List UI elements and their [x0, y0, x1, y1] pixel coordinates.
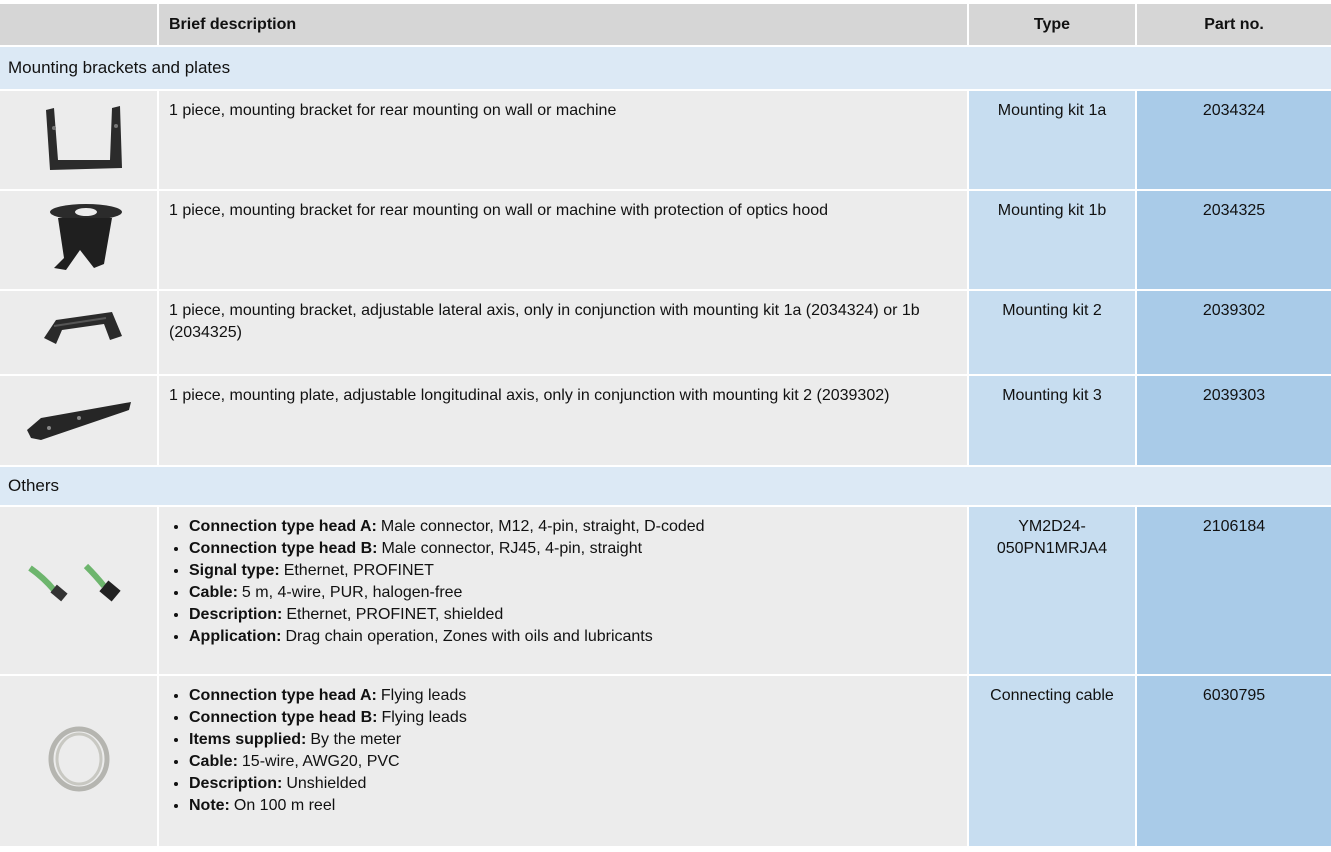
bullet-item: Cable:15-wire, AWG20, PVC — [189, 751, 957, 773]
bullet-label: Connection type head B: — [189, 540, 378, 557]
bullet-text: 5 m, 4-wire, PUR, halogen-free — [241, 584, 463, 601]
bullet-item: Connection type head B:Flying leads — [189, 707, 957, 729]
bullet-item: Description:Unshielded — [189, 773, 957, 795]
product-image — [0, 91, 157, 189]
header-type: Type — [969, 4, 1135, 45]
bullet-item: Connection type head A:Male connector, M… — [189, 516, 957, 538]
bullet-text: Flying leads — [381, 709, 467, 726]
product-row: 1 piece, mounting bracket, adjustable la… — [0, 291, 1331, 374]
description: Connection type head A:Male connector, M… — [159, 507, 967, 674]
product-row: 1 piece, mounting bracket for rear mount… — [0, 191, 1331, 289]
type: Mounting kit 1b — [969, 191, 1135, 289]
bullet-text: By the meter — [310, 731, 402, 748]
part-no: 2034324 — [1137, 91, 1331, 189]
part-no: 2039302 — [1137, 291, 1331, 374]
bullet-item: Connection type head A:Flying leads — [189, 685, 957, 707]
product-image — [0, 291, 157, 374]
bullet-label: Connection type head B: — [189, 709, 378, 726]
bullet-text: Male connector, RJ45, 4-pin, straight — [381, 540, 643, 557]
bullet-text: Drag chain operation, Zones with oils an… — [285, 628, 653, 645]
description: 1 piece, mounting plate, adjustable long… — [159, 376, 967, 465]
product-image — [0, 676, 157, 846]
section-title: Others — [0, 467, 1331, 505]
bullet-item: Connection type head B:Male connector, R… — [189, 538, 957, 560]
bullet-item: Description:Ethernet, PROFINET, shielded — [189, 604, 957, 626]
part-no: 6030795 — [1137, 676, 1331, 846]
part-no: 2106184 — [1137, 507, 1331, 674]
bullet-label: Signal type: — [189, 562, 280, 579]
bullet-list: Connection type head A:Male connector, M… — [169, 516, 957, 648]
bullet-text: Flying leads — [380, 687, 467, 704]
header-row: Brief description Type Part no. — [0, 4, 1331, 45]
bullet-label: Application: — [189, 628, 282, 645]
bullet-label: Description: — [189, 606, 283, 623]
bullet-text: Ethernet, PROFINET — [283, 562, 434, 579]
type: Mounting kit 1a — [969, 91, 1135, 189]
product-image — [0, 507, 157, 674]
bullet-label: Items supplied: — [189, 731, 307, 748]
type: Connecting cable — [969, 676, 1135, 846]
bullet-text: On 100 m reel — [233, 797, 336, 814]
product-image — [0, 376, 157, 465]
bullet-item: Application:Drag chain operation, Zones … — [189, 626, 957, 648]
description: 1 piece, mounting bracket for rear mount… — [159, 191, 967, 289]
section-row: Others — [0, 467, 1331, 505]
section-title: Mounting brackets and plates — [0, 47, 1331, 89]
description: 1 piece, mounting bracket for rear mount… — [159, 91, 967, 189]
bullet-label: Connection type head A: — [189, 518, 377, 535]
bullet-text: 15-wire, AWG20, PVC — [241, 753, 400, 770]
header-part-no: Part no. — [1137, 4, 1331, 45]
description: Connection type head A:Flying leadsConne… — [159, 676, 967, 846]
bullet-label: Note: — [189, 797, 230, 814]
bullet-list: Connection type head A:Flying leadsConne… — [169, 685, 957, 817]
type: YM2D24-050PN1MRJA4 — [969, 507, 1135, 674]
bullet-label: Connection type head A: — [189, 687, 377, 704]
product-row: 1 piece, mounting bracket for rear mount… — [0, 91, 1331, 189]
type: Mounting kit 2 — [969, 291, 1135, 374]
bullet-item: Signal type:Ethernet, PROFINET — [189, 560, 957, 582]
part-no: 2034325 — [1137, 191, 1331, 289]
bullet-text: Male connector, M12, 4-pin, straight, D-… — [380, 518, 705, 535]
bullet-item: Items supplied:By the meter — [189, 729, 957, 751]
bullet-label: Description: — [189, 775, 283, 792]
header-description: Brief description — [159, 4, 967, 45]
product-image — [0, 191, 157, 289]
bullet-item: Note:On 100 m reel — [189, 795, 957, 817]
type: Mounting kit 3 — [969, 376, 1135, 465]
part-no: 2039303 — [1137, 376, 1331, 465]
product-row: Connection type head A:Flying leadsConne… — [0, 676, 1331, 846]
description: 1 piece, mounting bracket, adjustable la… — [159, 291, 967, 374]
header-image — [0, 4, 157, 45]
bullet-label: Cable: — [189, 753, 238, 770]
product-row: 1 piece, mounting plate, adjustable long… — [0, 376, 1331, 465]
product-row: Connection type head A:Male connector, M… — [0, 507, 1331, 674]
bullet-text: Ethernet, PROFINET, shielded — [286, 606, 504, 623]
section-row: Mounting brackets and plates — [0, 47, 1331, 89]
bullet-label: Cable: — [189, 584, 238, 601]
bullet-text: Unshielded — [286, 775, 367, 792]
bullet-item: Cable:5 m, 4-wire, PUR, halogen-free — [189, 582, 957, 604]
